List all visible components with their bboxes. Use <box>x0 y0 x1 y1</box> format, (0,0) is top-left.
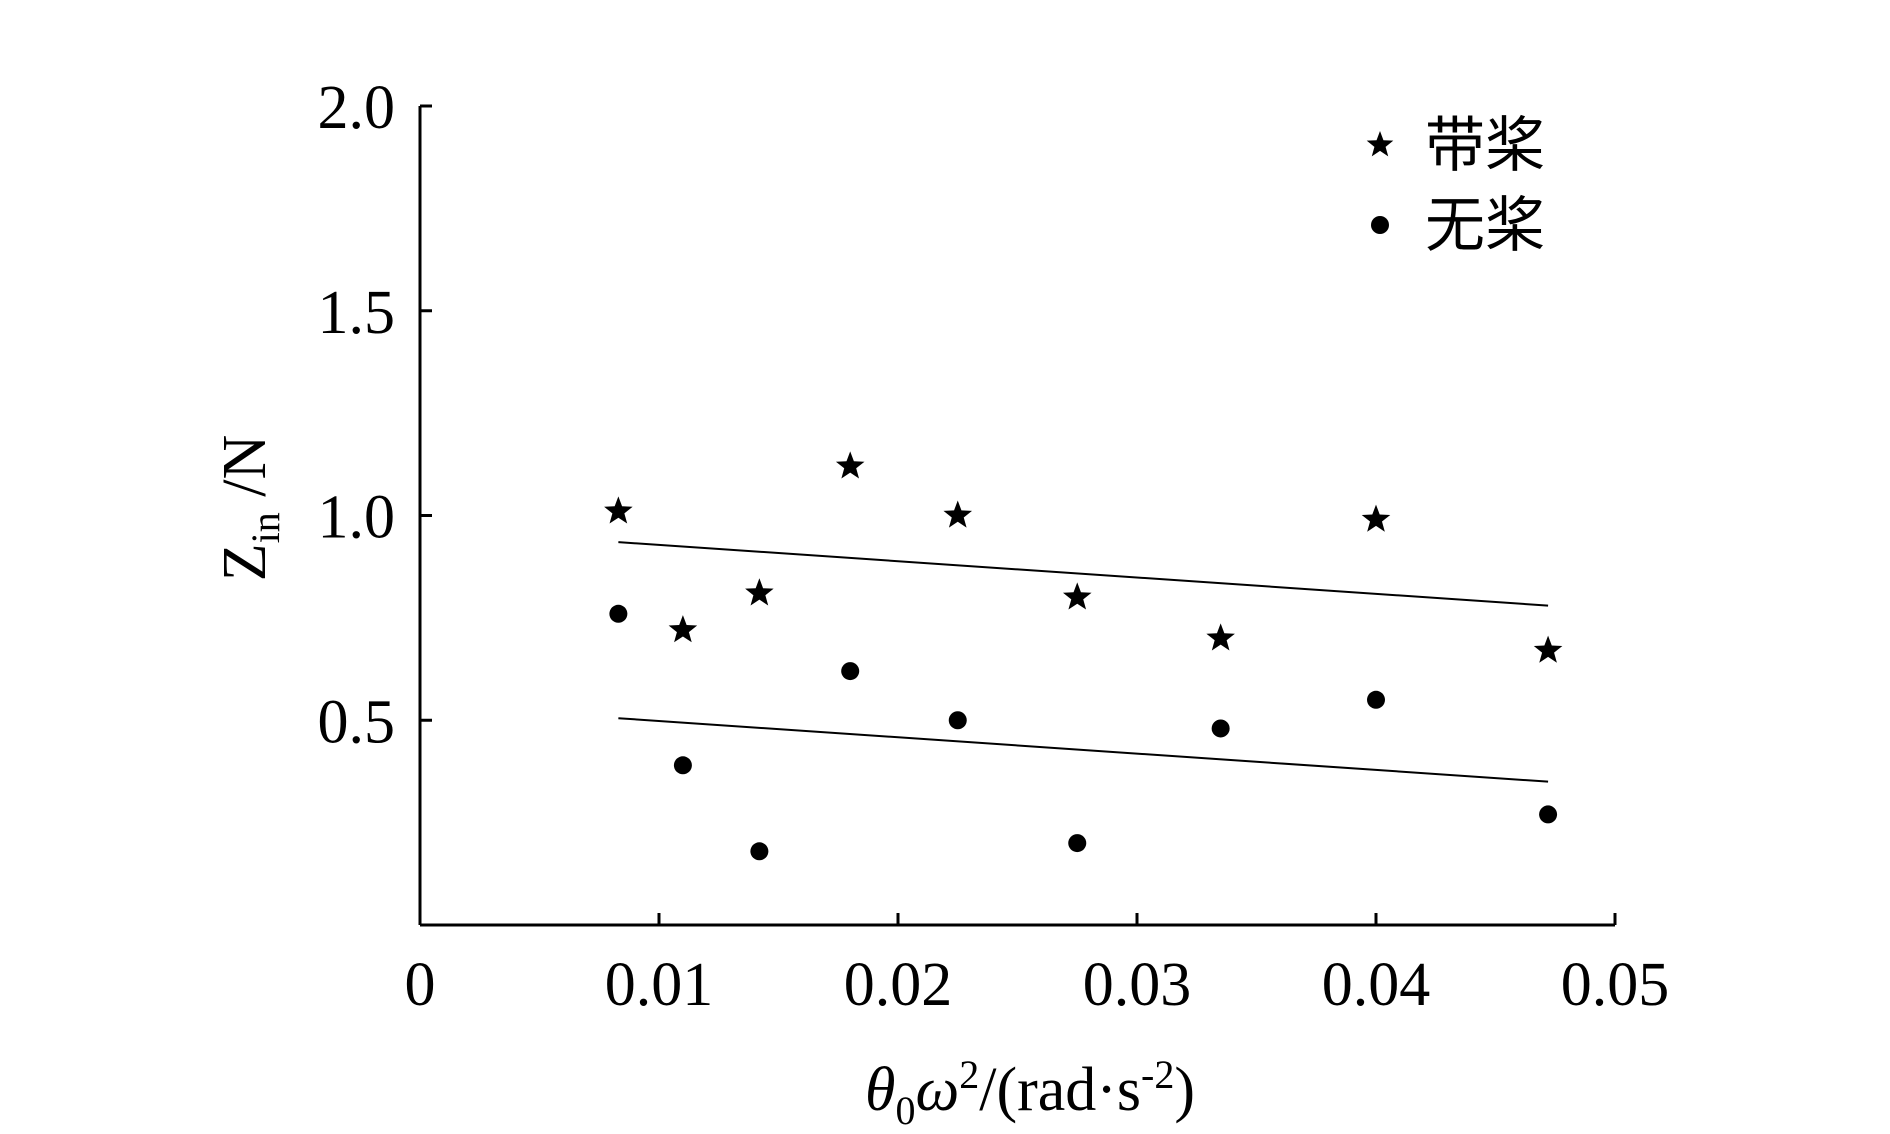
trend-line <box>618 717 1549 783</box>
star-point <box>1533 635 1563 663</box>
y-tick-label: 1.5 <box>318 279 396 347</box>
circle-point <box>841 662 860 681</box>
x-tick-label: 0.01 <box>605 951 714 1019</box>
y-tick-label: 1.0 <box>318 484 396 552</box>
legend-circle-icon <box>1371 216 1389 234</box>
star-point <box>943 500 973 528</box>
circle-point <box>1539 805 1558 824</box>
circle-point <box>1367 690 1385 709</box>
star-point <box>835 451 865 479</box>
star-point <box>1206 623 1235 651</box>
x-tick-label: 0.05 <box>1561 951 1670 1019</box>
trend-line <box>618 541 1549 607</box>
star-point <box>604 496 633 524</box>
x-tick-label: 0 <box>405 951 436 1019</box>
legend-star-icon <box>1366 131 1394 157</box>
x-tick-label: 0.04 <box>1322 951 1431 1019</box>
y-tick-label: 2.0 <box>318 74 396 142</box>
star-point <box>1062 582 1092 610</box>
legend-label: 带桨 <box>1425 111 1545 181</box>
circle-point <box>750 842 769 861</box>
series-1 <box>604 451 1563 663</box>
axes: 0 0.01 0.02 0.03 0.04 0.05 0.5 1.0 1.5 2.0 <box>318 74 1670 1019</box>
x-axis-title: θ0ω2/(rad·s-2) <box>865 1052 1195 1133</box>
circle-point <box>673 756 692 775</box>
circle-point <box>1068 834 1087 853</box>
y-tick-label: 0.5 <box>318 688 396 756</box>
legend-label: 无桨 <box>1425 191 1545 261</box>
x-tick-label: 0.03 <box>1083 951 1192 1019</box>
circle-point <box>1211 719 1230 738</box>
circle-point <box>609 604 628 623</box>
star-point <box>668 615 698 643</box>
y-axis-title: Zin /N <box>211 435 288 582</box>
star-point <box>1361 504 1391 532</box>
star-point <box>745 578 774 606</box>
series-layer <box>604 451 1563 861</box>
circle-point <box>948 711 967 730</box>
x-tick-label: 0.02 <box>844 951 953 1019</box>
series-2 <box>609 604 1558 861</box>
